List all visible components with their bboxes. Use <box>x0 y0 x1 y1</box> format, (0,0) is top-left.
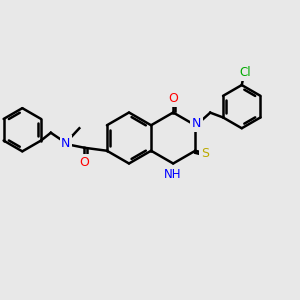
Text: S: S <box>201 147 209 160</box>
Text: N: N <box>192 117 201 130</box>
Text: O: O <box>80 156 89 169</box>
Text: NH: NH <box>164 168 181 182</box>
Text: Cl: Cl <box>239 66 250 79</box>
Text: O: O <box>168 92 178 106</box>
Text: N: N <box>61 137 70 150</box>
